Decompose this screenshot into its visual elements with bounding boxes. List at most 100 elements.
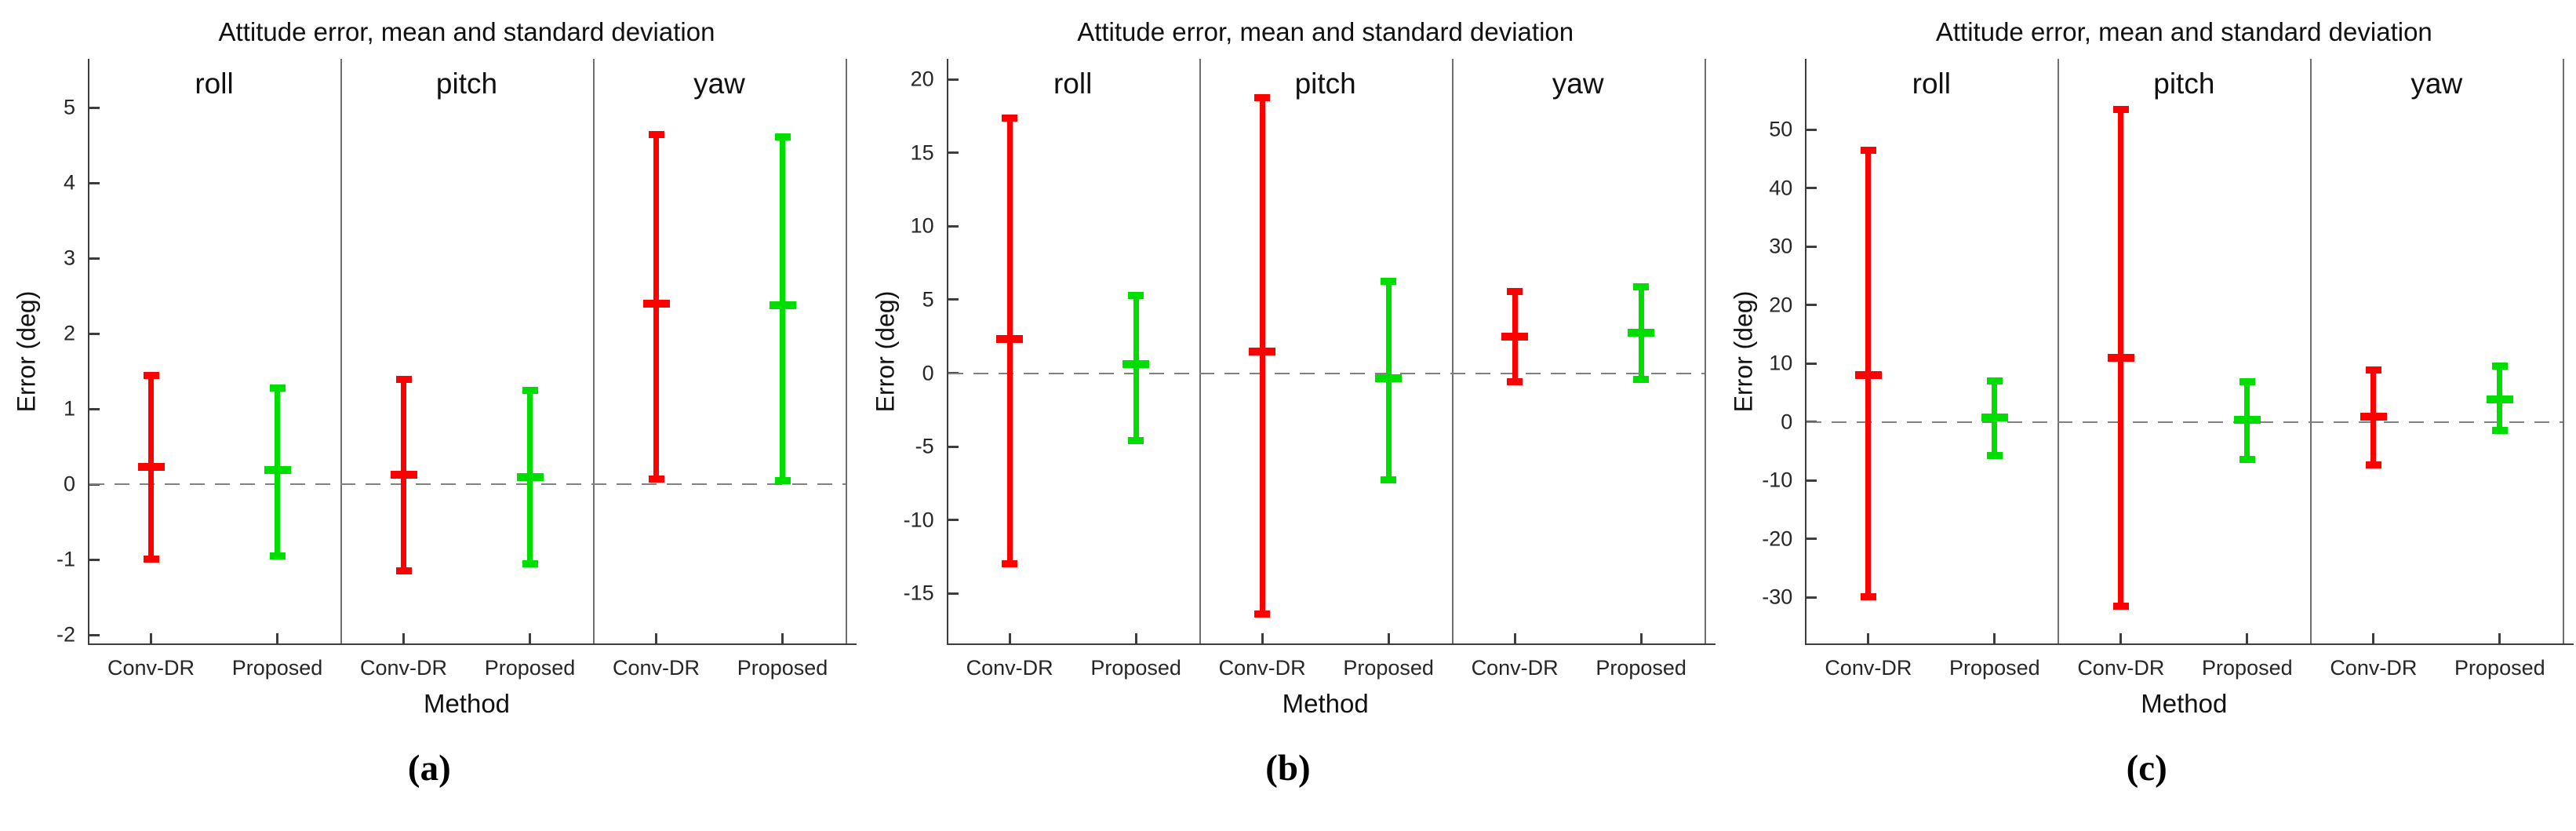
x-axis-line — [1805, 643, 2574, 645]
x-tick-mark — [1513, 633, 1516, 643]
y-tick-mark — [948, 151, 959, 155]
x-tick-label-conv-dr: Conv-DR — [359, 656, 448, 680]
y-tick-label: 10 — [910, 213, 934, 238]
errorbar-roll-conv-dr-cap-bottom — [1002, 559, 1018, 567]
y-tick-mark — [1806, 479, 1817, 482]
y-tick-mark — [948, 445, 959, 448]
plot-right-edge — [2563, 59, 2565, 643]
errorbar-yaw-conv-dr-cap-bottom — [1507, 377, 1523, 385]
errorbar-yaw-proposed-mean-marker — [2486, 395, 2513, 404]
section-label-roll: roll — [1912, 67, 1951, 100]
zero-reference-line — [1806, 421, 2563, 423]
x-axis-label: Method — [2141, 689, 2228, 718]
x-tick-label-proposed: Proposed — [1090, 656, 1181, 680]
errorbar-roll-conv-dr-cap-bottom — [143, 556, 159, 563]
y-tick-label: 5 — [63, 95, 75, 119]
y-tick-label: 2 — [63, 321, 75, 345]
y-tick-mark — [89, 181, 100, 184]
y-tick-mark — [948, 519, 959, 522]
errorbar-roll-proposed-cap-top — [269, 384, 286, 392]
errorbar-yaw-conv-dr-mean-marker — [2360, 412, 2387, 421]
chart-title: Attitude error, mean and standard deviat… — [1077, 17, 1574, 46]
errorbar-pitch-proposed-cap-top — [2239, 378, 2255, 386]
y-tick-label: 3 — [63, 246, 75, 270]
x-tick-mark — [2246, 633, 2249, 643]
x-tick-mark — [1993, 633, 1996, 643]
y-tick-mark — [89, 332, 100, 335]
errorbar-pitch-conv-dr-cap-top — [395, 376, 412, 384]
y-tick-mark — [948, 298, 959, 301]
y-tick-label: 5 — [922, 287, 934, 312]
errorbar-pitch-conv-dr-mean-marker — [1249, 348, 1276, 356]
errorbar-roll-conv-dr-cap-top — [1860, 147, 1876, 155]
y-tick-label: -10 — [903, 508, 934, 532]
x-tick-label-proposed: Proposed — [484, 656, 576, 680]
figure-panel-b: Attitude error, mean and standard deviat… — [859, 0, 1718, 831]
errorbar-roll-conv-dr-mean-marker — [996, 334, 1024, 343]
section-divider — [1199, 59, 1201, 643]
errorbar-pitch-proposed-mean-marker — [516, 472, 544, 481]
y-tick-label: 4 — [63, 170, 75, 195]
x-axis-label: Method — [423, 689, 511, 718]
errorbar-pitch-proposed-cap-bottom — [522, 560, 538, 568]
errorbar-yaw-conv-dr-mean-marker — [642, 300, 670, 308]
errorbar-roll-conv-dr-mean-marker — [137, 463, 165, 472]
x-tick-label-conv-dr: Conv-DR — [1471, 656, 1559, 680]
figure-panel-a: Attitude error, mean and standard deviat… — [0, 0, 859, 831]
errorbar-roll-conv-dr-cap-top — [143, 372, 159, 380]
y-tick-label: -10 — [1762, 468, 1793, 492]
x-tick-label-proposed: Proposed — [1343, 656, 1434, 680]
subfigure-caption-b: (b) — [1265, 748, 1311, 789]
x-tick-mark — [276, 633, 278, 643]
errorbar-pitch-proposed-mean-marker — [2233, 416, 2261, 425]
errorbar-pitch-proposed-cap-top — [1381, 277, 1397, 285]
errorbar-yaw-proposed-cap-top — [2491, 363, 2508, 370]
errorbar-yaw-conv-dr-cap-top — [1507, 287, 1523, 295]
y-tick-label: -2 — [56, 622, 75, 647]
errorbar-roll-conv-dr-cap-bottom — [1860, 593, 1876, 601]
y-tick-label: -15 — [903, 581, 934, 605]
errorbar-yaw-conv-dr-cap-bottom — [648, 475, 664, 483]
zero-reference-line — [89, 483, 846, 486]
plot-right-edge — [846, 59, 847, 643]
errorbar-pitch-conv-dr-mean-marker — [390, 470, 417, 479]
errorbar-roll-conv-dr-mean-marker — [1854, 371, 1882, 380]
y-axis-line — [88, 59, 89, 645]
errorbar-pitch-proposed-cap-bottom — [2239, 456, 2255, 464]
errorbar-pitch-conv-dr-cap-bottom — [1254, 610, 1271, 618]
x-tick-mark — [1387, 633, 1390, 643]
y-tick-mark — [89, 257, 100, 260]
errorbar-yaw-proposed-cap-bottom — [1633, 376, 1650, 383]
section-divider — [2058, 59, 2060, 643]
errorbar-roll-proposed-mean-marker — [264, 466, 291, 475]
x-tick-label-proposed: Proposed — [1949, 656, 2040, 680]
x-tick-mark — [2498, 633, 2501, 643]
errorbar-roll-proposed-mean-marker — [1981, 414, 2008, 422]
errorbar-yaw-conv-dr-cap-bottom — [2365, 461, 2381, 468]
errorbar-roll-proposed-mean-marker — [1122, 360, 1150, 369]
errorbar-roll-proposed-cap-bottom — [1128, 436, 1144, 444]
x-tick-label-conv-dr: Conv-DR — [2330, 656, 2418, 680]
x-axis-line — [88, 643, 857, 645]
errorbar-pitch-proposed-cap-bottom — [1381, 476, 1397, 484]
x-tick-mark — [1639, 633, 1643, 643]
y-tick-mark — [1806, 245, 1817, 248]
errorbar-roll-proposed-cap-top — [1128, 292, 1144, 300]
subfigure-caption-a: (a) — [407, 748, 451, 789]
section-label-yaw: yaw — [693, 67, 745, 100]
y-tick-label: 10 — [1769, 351, 1793, 375]
errorbar-yaw-proposed-mean-marker — [769, 301, 796, 309]
section-divider — [2310, 59, 2312, 643]
y-tick-label: 1 — [63, 396, 75, 421]
y-tick-label: 20 — [910, 67, 934, 91]
y-axis-line — [946, 59, 948, 645]
errorbar-roll-proposed-cap-bottom — [269, 552, 286, 559]
x-tick-label-conv-dr: Conv-DR — [107, 656, 195, 680]
y-tick-mark — [1806, 187, 1817, 190]
x-tick-label-proposed: Proposed — [2202, 656, 2293, 680]
y-tick-mark — [1806, 362, 1817, 365]
zero-reference-line — [948, 372, 1705, 374]
y-axis-line — [1805, 59, 1807, 645]
x-tick-label-proposed: Proposed — [737, 656, 828, 680]
